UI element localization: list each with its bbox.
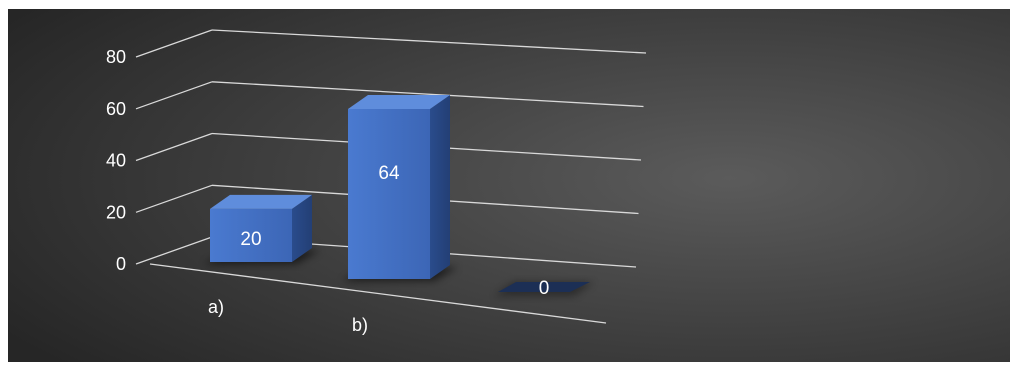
data-label: 20	[240, 229, 261, 250]
bar	[342, 95, 458, 281]
gridline-side	[135, 184, 213, 213]
x-category-label: a)	[208, 297, 224, 317]
gridline	[211, 81, 644, 108]
bar	[494, 282, 594, 296]
gridline-side	[135, 132, 213, 162]
gridline	[211, 29, 647, 54]
bar	[204, 194, 320, 264]
labels: 0 20 40 60 80 20 a) 64 b) 0	[106, 47, 549, 335]
y-tick-label: 60	[106, 99, 126, 119]
bars	[204, 95, 594, 296]
plot-background	[8, 9, 1010, 362]
data-label: 0	[539, 278, 550, 299]
gridline-side	[135, 81, 213, 110]
gridline-side	[135, 236, 213, 265]
y-tick-label: 0	[116, 254, 126, 274]
x-category-label: b)	[352, 315, 368, 335]
data-label: 64	[378, 163, 400, 184]
bar-chart-3d: 0 20 40 60 80 20 a) 64 b) 0	[8, 9, 1010, 362]
y-tick-label: 40	[106, 151, 126, 171]
y-tick-label: 20	[106, 202, 126, 222]
chart-area: 0 20 40 60 80 20 a) 64 b) 0	[8, 9, 1010, 362]
gridline-side	[135, 29, 213, 58]
y-tick-label: 80	[106, 47, 126, 67]
floor-edge	[149, 263, 607, 324]
